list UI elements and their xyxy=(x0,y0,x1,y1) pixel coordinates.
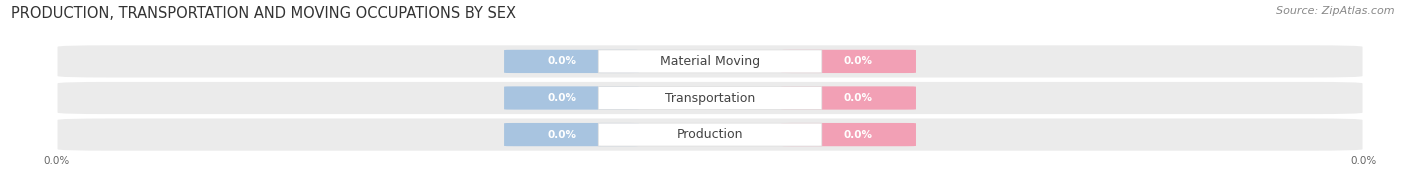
FancyBboxPatch shape xyxy=(782,86,915,110)
FancyBboxPatch shape xyxy=(505,86,638,110)
FancyBboxPatch shape xyxy=(782,123,915,146)
Text: PRODUCTION, TRANSPORTATION AND MOVING OCCUPATIONS BY SEX: PRODUCTION, TRANSPORTATION AND MOVING OC… xyxy=(11,6,516,21)
Text: 0.0%: 0.0% xyxy=(844,93,873,103)
FancyBboxPatch shape xyxy=(505,50,638,73)
Text: Production: Production xyxy=(676,128,744,141)
Text: Source: ZipAtlas.com: Source: ZipAtlas.com xyxy=(1277,6,1395,16)
Text: 0.0%: 0.0% xyxy=(547,56,576,66)
Text: 0.0%: 0.0% xyxy=(547,93,576,103)
Text: 0.0%: 0.0% xyxy=(547,130,576,140)
FancyBboxPatch shape xyxy=(505,123,638,146)
FancyBboxPatch shape xyxy=(782,50,915,73)
FancyBboxPatch shape xyxy=(598,87,823,109)
Text: 0.0%: 0.0% xyxy=(844,130,873,140)
FancyBboxPatch shape xyxy=(598,123,823,146)
FancyBboxPatch shape xyxy=(58,45,1362,77)
FancyBboxPatch shape xyxy=(598,50,823,73)
Text: Transportation: Transportation xyxy=(665,92,755,104)
Text: Material Moving: Material Moving xyxy=(659,55,761,68)
FancyBboxPatch shape xyxy=(58,82,1362,114)
Text: 0.0%: 0.0% xyxy=(844,56,873,66)
FancyBboxPatch shape xyxy=(58,119,1362,151)
